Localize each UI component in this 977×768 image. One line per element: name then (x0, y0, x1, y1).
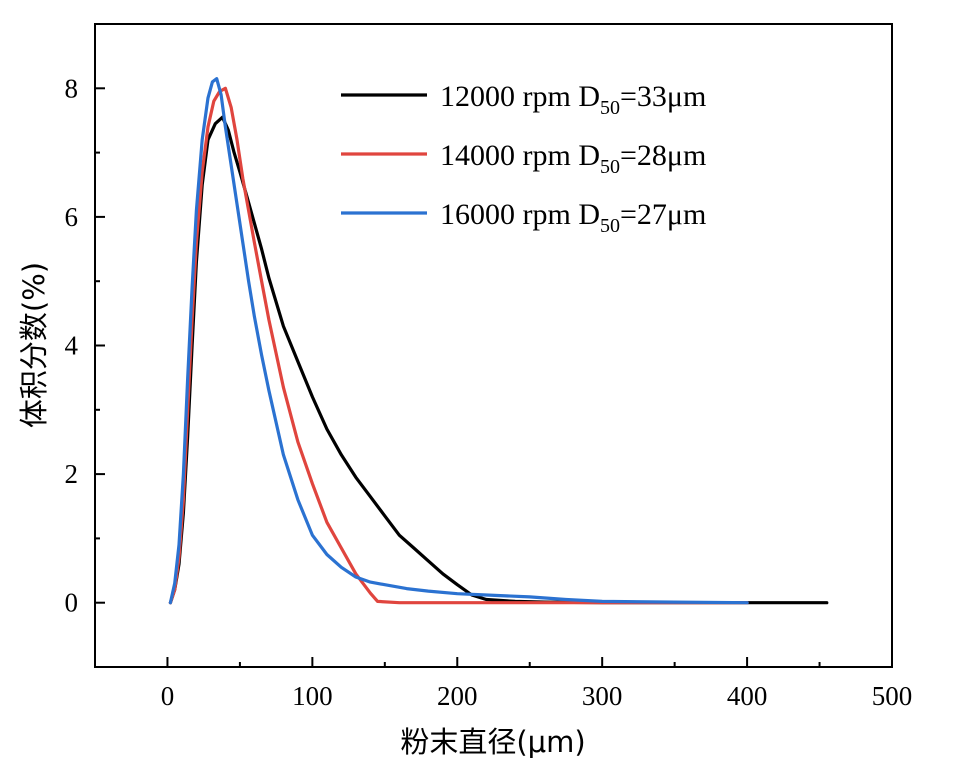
legend-label-2: 14000 rpm D50=28μm (440, 139, 706, 178)
x-tick-label: 400 (727, 681, 768, 711)
y-tick-label: 6 (65, 202, 79, 232)
x-tick-label: 500 (872, 681, 913, 711)
x-tick-label: 100 (292, 681, 333, 711)
y-axis-ticks: 0 2 4 6 8 (65, 23, 105, 668)
series-line-2 (168, 86, 749, 605)
y-tick-label: 8 (65, 73, 79, 103)
series-line-3 (168, 77, 749, 605)
x-axis-title: 粉末直径(μm) (400, 725, 585, 759)
x-axis-ticks: 0 100 200 300 400 500 (94, 657, 913, 711)
legend-label-3: 16000 rpm D50=27μm (440, 198, 706, 237)
x-tick-label: 200 (437, 681, 478, 711)
plot-frame (94, 23, 893, 668)
legend: 12000 rpm D50=33μm 14000 rpm D50=28μm 1600… (341, 80, 706, 237)
x-tick-label: 0 (161, 681, 175, 711)
x-tick-label: 300 (582, 681, 623, 711)
series-line-1 (168, 115, 829, 605)
legend-label-1: 12000 rpm D50=33μm (440, 80, 706, 119)
series-lines (168, 77, 829, 605)
y-tick-label: 4 (65, 331, 79, 361)
y-tick-label: 0 (65, 588, 79, 618)
y-axis-title: 体积分数(%) (17, 262, 51, 428)
y-tick-label: 2 (65, 459, 79, 489)
